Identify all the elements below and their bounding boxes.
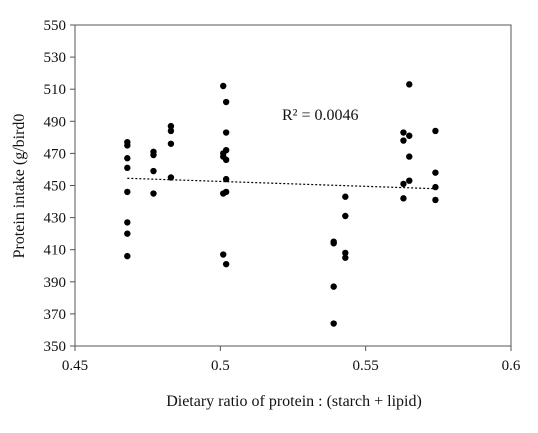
data-point [342,254,349,261]
data-point [342,193,349,200]
data-point [124,164,131,172]
data-point [222,129,230,136]
data-point [330,283,337,290]
data-point [400,195,407,202]
data-point [406,132,413,139]
y-tick-label: 370 [44,307,67,323]
x-tick-label: 0.45 [62,358,88,374]
y-tick-label: 410 [44,243,67,259]
data-points [124,81,439,327]
x-tick-label: 0.6 [502,358,521,374]
data-point [330,320,337,327]
data-point [222,260,230,268]
plot-frame [74,24,512,347]
y-tick-label: 450 [44,179,67,195]
data-point [432,169,439,176]
x-tick-label: 0.55 [353,358,379,374]
data-point [222,188,230,196]
data-point [167,174,175,181]
plot-area-border [74,24,512,347]
data-point [124,252,131,260]
data-point [406,81,413,88]
x-axis-label: Dietary ratio of protein : (starch + lip… [166,393,422,410]
data-point [150,151,157,159]
data-point [406,177,413,184]
y-axis-ticks: 350 370 390 410 430 450 470 490 510 530 550 [44,18,75,355]
data-point [167,140,175,147]
y-tick-label: 550 [44,18,67,34]
data-point [124,142,131,149]
data-point [432,183,439,191]
trendline-group [127,177,436,190]
y-tick-label: 470 [44,146,67,162]
data-point [222,146,230,154]
y-axis-label: Protein intake (g/bird0 [11,114,28,259]
data-point [400,137,407,144]
data-point [124,188,131,196]
data-point [342,212,349,220]
data-point [167,127,175,135]
x-axis-ticks: 0.45 0.5 0.55 0.6 [62,346,521,374]
y-tick-label: 530 [44,50,67,66]
data-point [400,129,407,136]
data-point [222,156,230,164]
y-tick-label: 490 [44,114,67,130]
data-point [432,127,439,135]
data-point [400,180,407,188]
data-point [150,167,157,175]
data-point [330,240,337,247]
r-squared-annotation: R² = 0.0046 [282,107,359,124]
data-point [342,249,349,257]
y-tick-label: 350 [44,339,67,355]
trendline [127,177,436,190]
y-tick-label: 390 [44,275,67,291]
data-point [167,122,175,130]
data-point [222,175,230,183]
data-point [406,153,413,160]
y-tick-label: 430 [44,211,67,227]
x-tick-label: 0.5 [211,358,230,374]
data-point [124,219,131,226]
data-point [220,82,227,90]
data-point [150,190,157,197]
data-point [222,98,230,106]
y-tick-label: 510 [44,82,67,98]
data-point [220,251,227,258]
data-point [124,155,131,162]
data-point [124,230,131,237]
data-point [432,196,439,204]
